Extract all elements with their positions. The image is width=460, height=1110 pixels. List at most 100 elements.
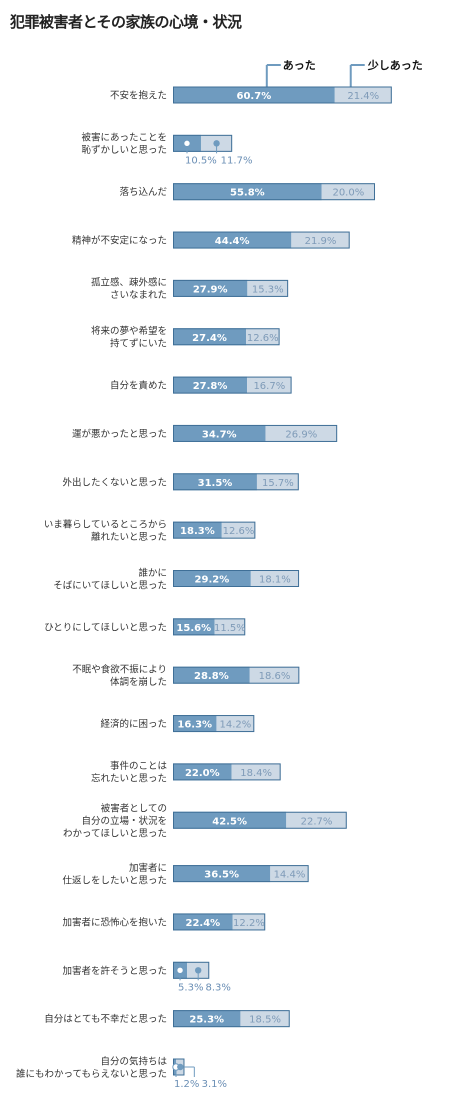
- bar-segment-atta: [173, 473, 257, 491]
- data-label-atta: 31.5%: [198, 478, 233, 489]
- data-label-sukoshi-atta: 18.6%: [259, 671, 291, 682]
- category-label: 精神が不安定になった: [72, 235, 167, 247]
- data-label-sukoshi-atta: 11.5%: [214, 623, 246, 634]
- data-label-atta: 28.8%: [194, 671, 229, 682]
- data-label-atta: 10.5%: [185, 155, 217, 166]
- data-label-atta: 34.7%: [202, 429, 237, 440]
- bar-segment-sukoshi-atta: [231, 763, 281, 781]
- category-label: 不眠や食欲不振により: [72, 663, 167, 675]
- data-label-atta: 27.9%: [193, 284, 228, 295]
- bar-outline: [173, 231, 350, 249]
- bar-outline: [173, 328, 280, 346]
- category-label: 忘れたいと思った: [91, 773, 167, 785]
- category-label: 将来の夢や希望を: [91, 325, 167, 337]
- data-label-sukoshi-atta: 21.9%: [305, 236, 337, 247]
- bar-outline: [173, 811, 347, 829]
- data-label-sukoshi-atta: 14.4%: [274, 870, 306, 881]
- legend-label-atta: あった: [283, 59, 316, 72]
- data-label-sukoshi-atta: 15.3%: [252, 284, 284, 295]
- bar-segment-sukoshi-atta: [265, 424, 338, 442]
- category-label: 不安を抱えた: [110, 90, 167, 102]
- bar-outline: [173, 763, 281, 781]
- category-label: わかってほしいと思った: [63, 828, 167, 839]
- chart-title: 犯罪被害者とその家族の心境・状況: [10, 13, 242, 31]
- bar-segment-sukoshi-atta: [250, 570, 300, 587]
- data-label-sukoshi-atta: 14.2%: [219, 720, 251, 731]
- data-label-sukoshi-atta: 20.0%: [332, 188, 364, 199]
- data-label-atta: 29.2%: [195, 575, 230, 586]
- bar-outline: [173, 279, 289, 297]
- data-label-atta: 44.4%: [215, 236, 250, 247]
- bar-outline: [173, 913, 266, 931]
- callout-dot: [183, 139, 191, 148]
- category-label: 恥ずかしいと思った: [81, 145, 167, 156]
- category-label: 誰にもわかってもらえないと思った: [16, 1068, 167, 1080]
- category-label: 自分を責めた: [110, 380, 167, 392]
- data-label-sukoshi-atta: 11.7%: [221, 155, 253, 166]
- bar-segment-sukoshi-atta: [221, 521, 256, 539]
- bar-outline: [173, 618, 246, 636]
- category-label: 加害者に恐怖心を抱いた: [62, 916, 167, 928]
- bar-segment-sukoshi-atta: [321, 183, 376, 201]
- data-label-atta: 36.5%: [204, 870, 239, 881]
- bar-outline: [173, 1010, 290, 1028]
- bar-segment-sukoshi-atta: [240, 1010, 290, 1028]
- category-label: 離れたいと思った: [91, 531, 167, 543]
- category-label: 経済的に困った: [100, 718, 167, 730]
- category-label: 加害者を許そうと思った: [62, 965, 167, 977]
- category-label: 仕返しをしたいと思った: [62, 874, 167, 886]
- data-label-sukoshi-atta: 22.7%: [301, 816, 333, 827]
- bar-segment-atta: [173, 376, 248, 394]
- bar-outline: [173, 473, 299, 491]
- category-label: そばにいてほしいと思った: [53, 580, 167, 591]
- data-label-atta: 55.8%: [230, 188, 265, 199]
- bar-outline: [173, 666, 300, 684]
- bar-segment-sukoshi-atta: [247, 376, 292, 394]
- data-label-sukoshi-atta: 12.6%: [247, 333, 279, 344]
- bar-segment-atta: [173, 328, 247, 346]
- category-label: 体調を崩した: [110, 676, 167, 688]
- category-label: 持てずにいた: [110, 338, 167, 350]
- bar-segment-atta: [173, 1010, 241, 1028]
- bar-segment-atta: [173, 521, 222, 539]
- data-label-atta: 1.2%: [174, 1079, 199, 1090]
- bar-outline: [173, 376, 292, 394]
- category-label: 自分の立場・状況を: [81, 815, 167, 827]
- bar-outline: [173, 521, 256, 539]
- bar-segment-atta: [173, 424, 266, 442]
- category-label: いま暮らしているところから: [44, 518, 167, 530]
- data-label-sukoshi-atta: 18.4%: [240, 768, 272, 779]
- category-label: 事件のことは: [110, 760, 168, 772]
- data-label-sukoshi-atta: 3.1%: [202, 1079, 227, 1090]
- bar-segment-sukoshi-atta: [270, 865, 309, 883]
- bar-segment-atta: [173, 865, 271, 883]
- bar-segment-atta: [173, 231, 292, 249]
- category-label: 誰かに: [138, 567, 167, 579]
- data-label-atta: 22.0%: [185, 768, 220, 779]
- category-label: 自分の気持ちは: [100, 1055, 167, 1067]
- data-label-sukoshi-atta: 12.6%: [223, 526, 255, 537]
- data-label-sukoshi-atta: 12.2%: [233, 918, 265, 929]
- data-label-atta: 42.5%: [212, 816, 247, 827]
- bar-segment-atta: [173, 666, 250, 684]
- category-label: 落ち込んだ: [119, 186, 167, 198]
- data-label-sukoshi-atta: 21.4%: [347, 91, 379, 102]
- bar-segment-sukoshi-atta: [232, 913, 266, 931]
- bar-segment-atta: [173, 763, 232, 781]
- data-label-sukoshi-atta: 18.1%: [259, 575, 291, 586]
- category-label: 運が悪かったと思った: [72, 428, 167, 440]
- data-label-atta: 18.3%: [180, 526, 215, 537]
- bar-segment-atta: [173, 811, 287, 829]
- legend-label-sukoshi-atta: 少しあった: [367, 58, 423, 72]
- data-label-sukoshi-atta: 15.7%: [262, 478, 294, 489]
- bar-segment-sukoshi-atta: [291, 231, 350, 249]
- data-label-atta: 15.6%: [176, 623, 211, 634]
- bar-outline: [173, 183, 376, 201]
- bar-outline: [173, 865, 309, 883]
- bar-outline: [173, 134, 233, 152]
- category-label: 被害にあったことを: [81, 132, 167, 144]
- category-label: ひとりにしてほしいと思った: [44, 622, 167, 633]
- data-label-atta: 22.4%: [185, 918, 220, 929]
- bar-outline: [173, 424, 338, 442]
